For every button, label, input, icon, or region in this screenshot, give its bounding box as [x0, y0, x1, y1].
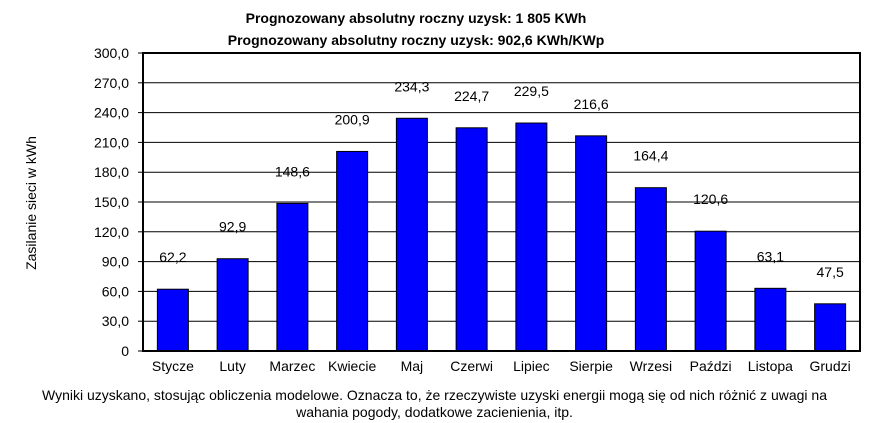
x-tick-label: Czerwi: [450, 358, 493, 374]
x-tick-label: Paździ: [690, 358, 732, 374]
data-label: 47,5: [817, 264, 844, 280]
x-tick-label: Sierpie: [569, 358, 613, 374]
y-tick-label: 30,0: [102, 313, 129, 329]
data-label: 92,9: [219, 219, 246, 235]
data-label: 62,2: [159, 249, 186, 265]
x-tick-label: Marzec: [269, 358, 315, 374]
bar: [455, 127, 488, 352]
x-tick-label: Wrzesi: [630, 358, 673, 374]
y-tick-label: 90,0: [102, 254, 129, 270]
x-tick-label: Grudzi: [810, 358, 851, 374]
bar: [754, 287, 787, 352]
data-label: 200,9: [335, 111, 370, 127]
data-label: 234,3: [394, 78, 429, 94]
x-tick-label: Maj: [401, 358, 424, 374]
y-tick-label: 0: [121, 343, 129, 359]
footnote-line-1: Wyniki uzyskano, stosując obliczenia mod…: [41, 387, 827, 403]
data-label: 224,7: [454, 88, 489, 104]
x-tick-labels: Stycze Luty Marzec Kwiecie Maj Czerwi Lipiec Si…: [152, 358, 851, 374]
x-tick-label: Stycze: [152, 358, 194, 374]
y-tick-label: 210,0: [94, 134, 129, 150]
y-tick-labels: 0 30,0 60,0 90,0 120,0 150,0 180,0 210,0 240,0 27…: [94, 45, 129, 359]
plot-area-frame: [142, 52, 861, 352]
x-tick-label: Lipiec: [513, 358, 550, 374]
bar: [336, 150, 369, 352]
bar: [156, 288, 189, 352]
bar: [814, 303, 847, 352]
x-tick-label: Listopa: [748, 358, 793, 374]
y-axis-label: Zasilanie sieci w kWh: [23, 136, 39, 270]
bar: [694, 230, 727, 352]
y-tick-label: 180,0: [94, 164, 129, 180]
bar: [634, 187, 667, 352]
x-tick-label: Kwiecie: [328, 358, 376, 374]
y-tick-label: 60,0: [102, 283, 129, 299]
data-label: 63,1: [757, 248, 784, 264]
data-labels: 62,2 92,9 148,6 200,9 234,3 224,7 229,5 216,6 16…: [159, 78, 844, 280]
x-tick-label: Luty: [219, 358, 245, 374]
data-label: 164,4: [633, 148, 668, 164]
y-tick-label: 270,0: [94, 75, 129, 91]
y-tick-label: 240,0: [94, 105, 129, 121]
gridlines: [138, 52, 860, 352]
data-label: 120,6: [693, 191, 728, 207]
data-label: 216,6: [574, 96, 609, 112]
bar: [515, 122, 548, 352]
data-label: 148,6: [275, 163, 310, 179]
bar: [216, 258, 249, 352]
data-label: 229,5: [514, 83, 549, 99]
bar: [395, 117, 428, 352]
chart-subtitle: Prognozowany absolutny roczny uzysk: 902…: [228, 32, 605, 48]
bar-series: [156, 117, 847, 352]
y-tick-label: 120,0: [94, 224, 129, 240]
bar: [276, 202, 309, 352]
chart-title: Prognozowany absolutny roczny uzysk: 1 8…: [246, 10, 587, 26]
y-tick-label: 150,0: [94, 194, 129, 210]
footnote-line-2: wahania pogody, dodatkowe zacienienia, i…: [296, 404, 573, 420]
bar: [575, 135, 608, 352]
y-tick-label: 300,0: [94, 45, 129, 61]
